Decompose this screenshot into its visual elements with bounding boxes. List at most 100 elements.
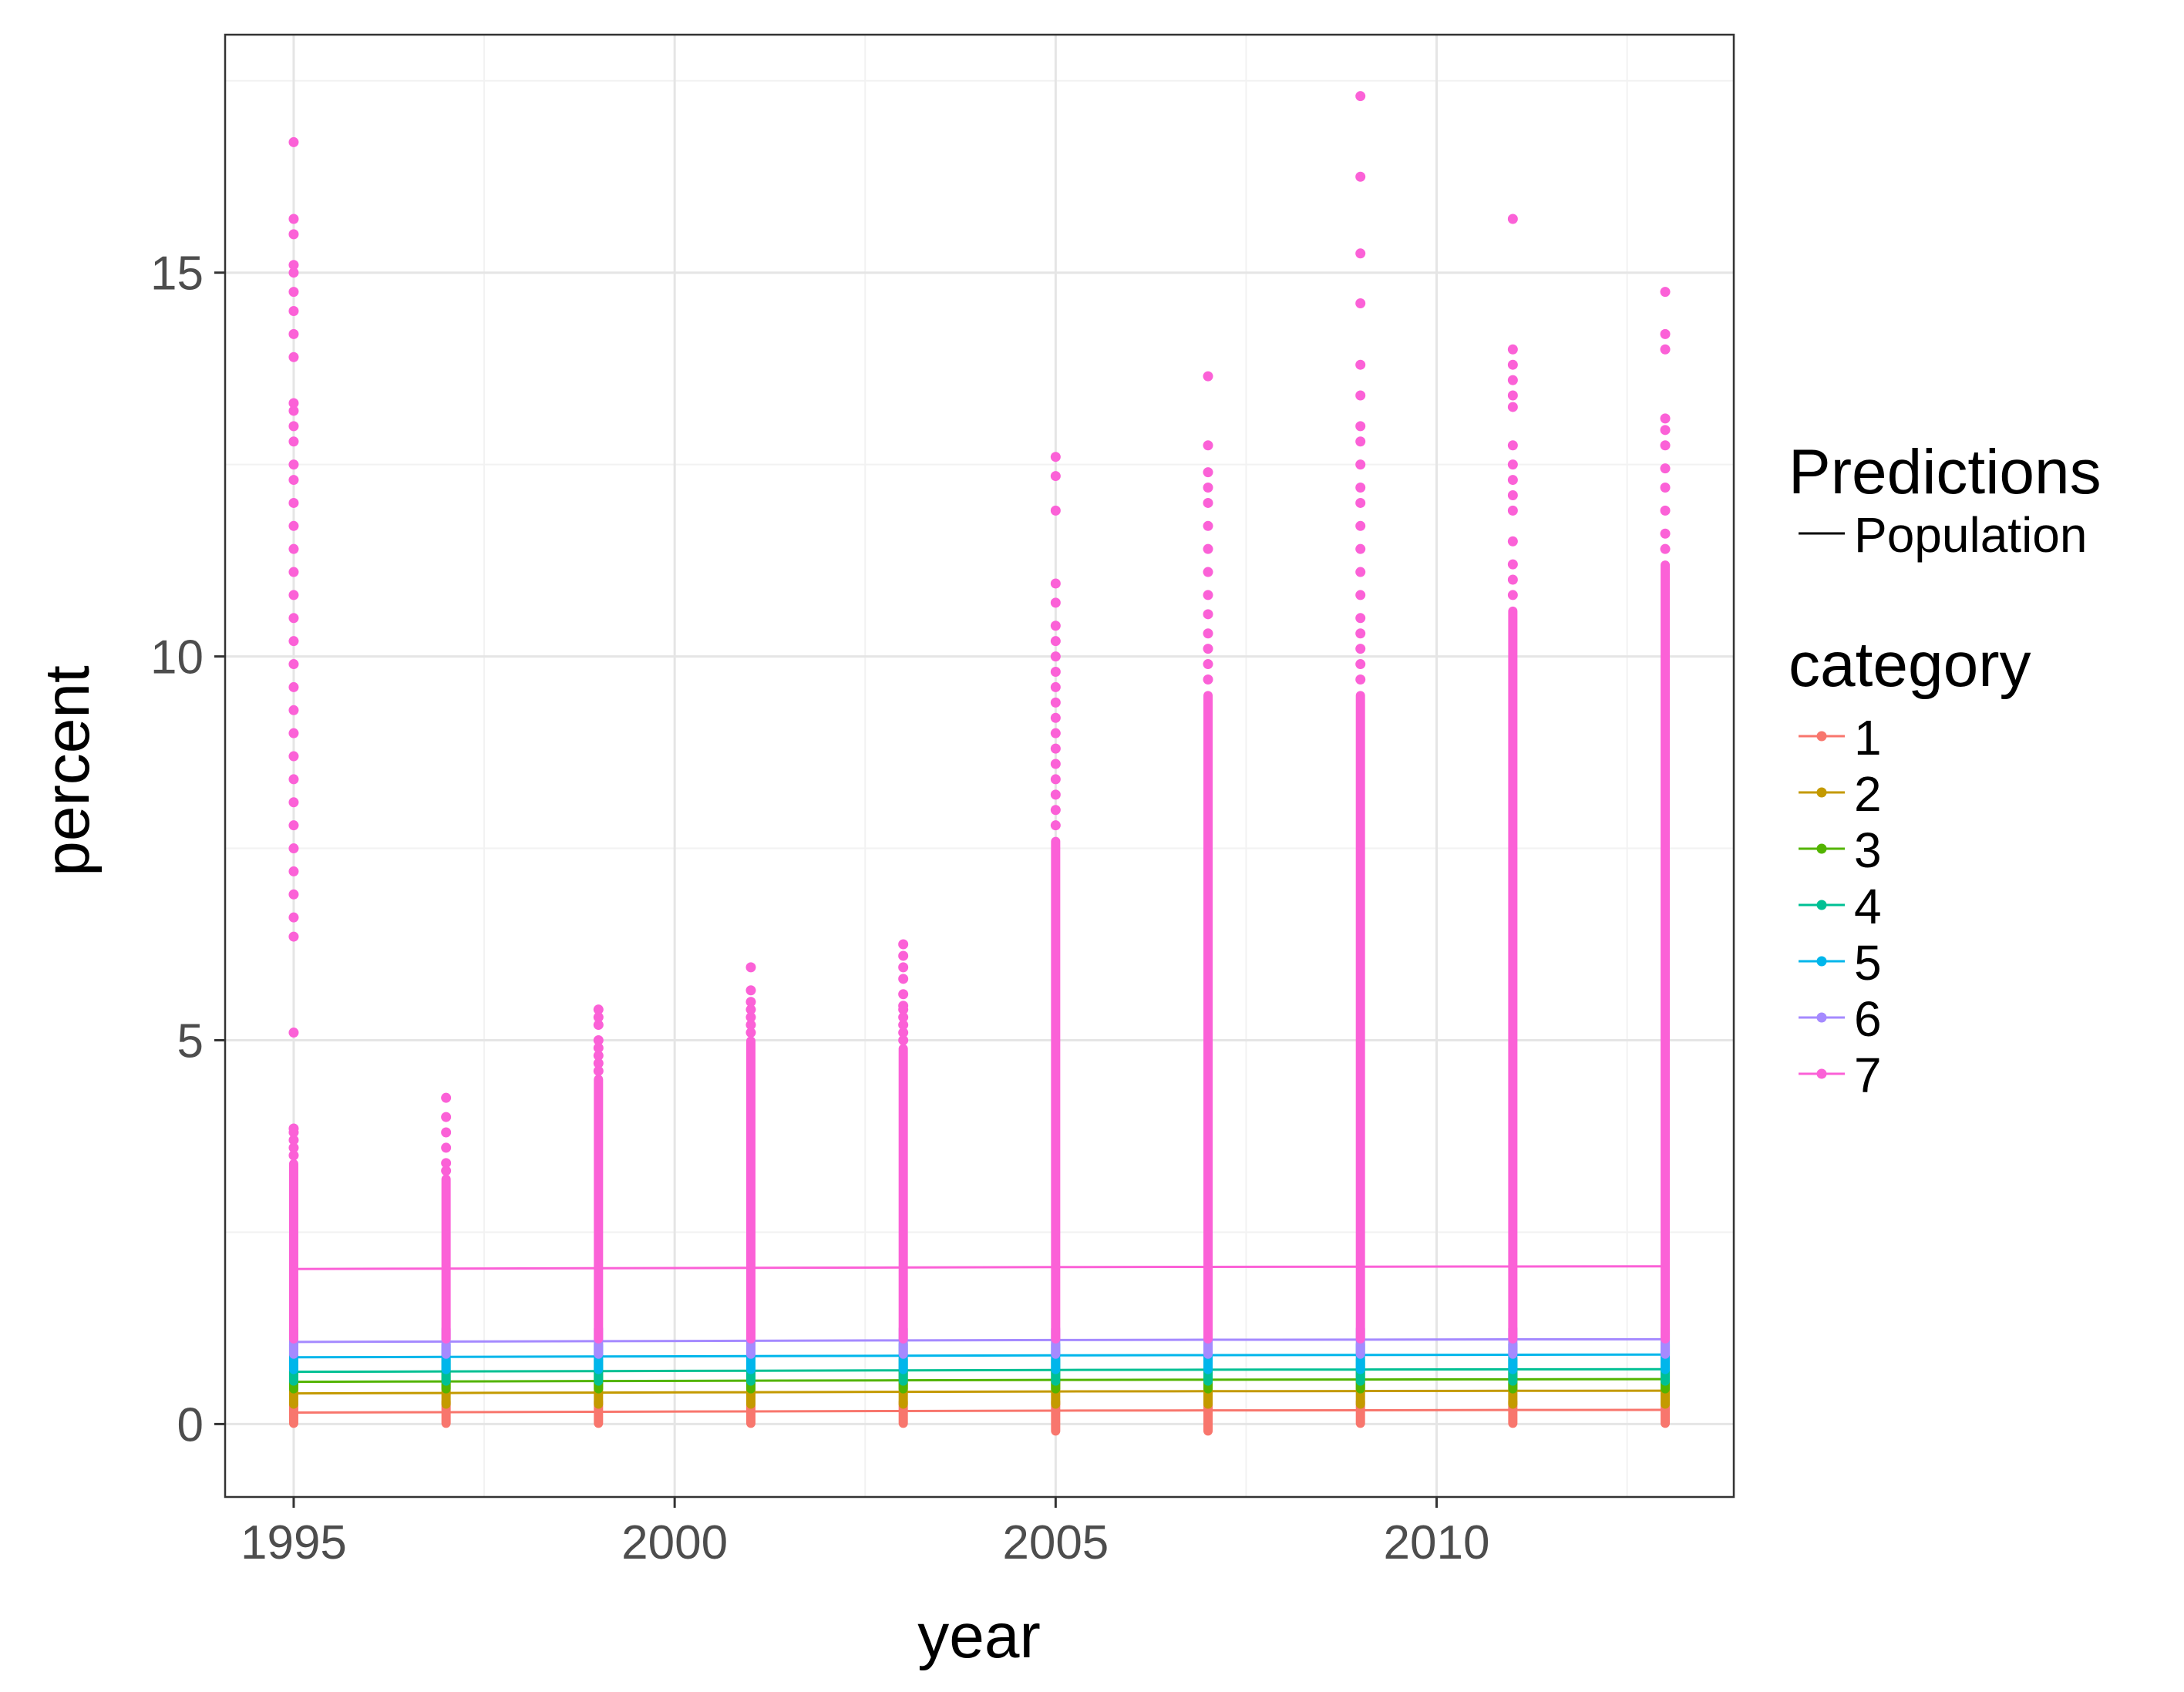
x-axis: 1995 2000 2005 2010 — [241, 1497, 1490, 1569]
legend-label-1: 1 — [1854, 710, 1882, 765]
data-point — [1203, 440, 1213, 451]
y-tick-label: 5 — [177, 1014, 204, 1068]
legend-label-4: 4 — [1854, 879, 1882, 934]
point-strip-1995-cat7 — [288, 1159, 298, 1344]
data-points — [288, 91, 1671, 1436]
legend-title-predictions: Predictions — [1789, 437, 2102, 507]
data-point — [441, 1092, 452, 1103]
y-tick-label: 10 — [150, 631, 204, 685]
data-point — [1050, 728, 1061, 738]
legend-key-point-4 — [1816, 900, 1827, 910]
data-point — [1355, 628, 1366, 639]
minor-gridlines — [225, 35, 1734, 1497]
data-point — [288, 1142, 299, 1153]
data-point — [1050, 636, 1061, 647]
data-point — [288, 931, 299, 942]
data-point — [1660, 483, 1671, 493]
x-tick-label: 2010 — [1384, 1516, 1490, 1569]
data-point — [1050, 471, 1061, 482]
data-point — [288, 229, 299, 240]
data-point — [745, 962, 756, 973]
data-point — [898, 950, 909, 961]
data-point — [1507, 459, 1518, 470]
legend-label-6: 6 — [1854, 991, 1882, 1047]
point-strip-2003-cat7 — [898, 1044, 908, 1344]
data-point — [1660, 505, 1671, 516]
plot-border — [224, 33, 1735, 1499]
data-point — [288, 398, 299, 409]
data-point — [288, 889, 299, 900]
data-point — [593, 1012, 604, 1023]
data-point — [898, 1034, 909, 1045]
data-point — [1203, 628, 1213, 639]
data-point — [898, 1020, 909, 1031]
legend-key-point-2 — [1816, 787, 1827, 798]
data-point — [288, 305, 299, 316]
data-point — [1507, 505, 1518, 516]
data-point — [288, 267, 299, 278]
y-tick-label: 15 — [150, 247, 204, 301]
data-point — [1507, 536, 1518, 547]
data-point — [288, 659, 299, 670]
data-point — [1507, 559, 1518, 570]
data-point — [593, 1042, 604, 1053]
data-point — [1050, 759, 1061, 769]
data-point — [1507, 590, 1518, 600]
legend-key-point-3 — [1816, 843, 1827, 854]
data-point — [745, 997, 756, 1007]
data-point — [288, 567, 299, 577]
data-point — [1203, 644, 1213, 654]
plot-panel — [225, 35, 1734, 1497]
data-point — [1203, 371, 1213, 382]
data-point — [1355, 543, 1366, 554]
data-point — [1660, 413, 1671, 424]
data-point — [745, 1028, 756, 1038]
data-point — [1355, 91, 1366, 102]
data-point — [593, 1020, 604, 1031]
data-point — [1660, 425, 1671, 436]
point-strip-2007-cat7 — [1203, 691, 1213, 1344]
point-strip-2005-cat7 — [1051, 836, 1061, 1344]
data-point — [288, 436, 299, 447]
data-point — [1050, 712, 1061, 723]
data-point — [898, 939, 909, 950]
data-point — [745, 1012, 756, 1023]
data-point — [288, 912, 299, 923]
data-point — [1507, 402, 1518, 412]
data-point — [1050, 578, 1061, 589]
prediction-line-7 — [293, 1265, 1666, 1270]
data-point — [745, 1020, 756, 1031]
data-point — [1355, 567, 1366, 577]
data-point — [1507, 574, 1518, 585]
point-strip-2011-cat7 — [1508, 606, 1518, 1344]
data-point — [593, 1050, 604, 1061]
data-point — [1660, 528, 1671, 539]
data-point — [288, 352, 299, 362]
data-point — [288, 475, 299, 486]
data-point — [1355, 359, 1366, 370]
x-tick-label: 2005 — [1002, 1516, 1109, 1569]
data-point — [1050, 505, 1061, 516]
legend-label-population: Population — [1854, 507, 2087, 563]
y-axis-title: percent — [32, 665, 103, 876]
data-point — [1050, 743, 1061, 754]
prediction-line-5 — [293, 1353, 1666, 1359]
data-point — [1507, 489, 1518, 500]
data-point — [1355, 459, 1366, 470]
data-point — [1660, 463, 1671, 474]
x-tick-label: 1995 — [241, 1516, 347, 1569]
data-point — [1050, 681, 1061, 692]
y-axis: 0 5 10 15 — [150, 247, 225, 1451]
x-axis-title: year — [917, 1601, 1041, 1671]
data-point — [288, 751, 299, 762]
data-point — [898, 962, 909, 973]
data-point — [1355, 674, 1366, 685]
data-point — [1355, 248, 1366, 259]
data-point — [288, 1028, 299, 1038]
prediction-line-2 — [293, 1389, 1666, 1395]
data-point — [1355, 497, 1366, 508]
data-point — [288, 543, 299, 554]
data-point — [593, 1004, 604, 1015]
